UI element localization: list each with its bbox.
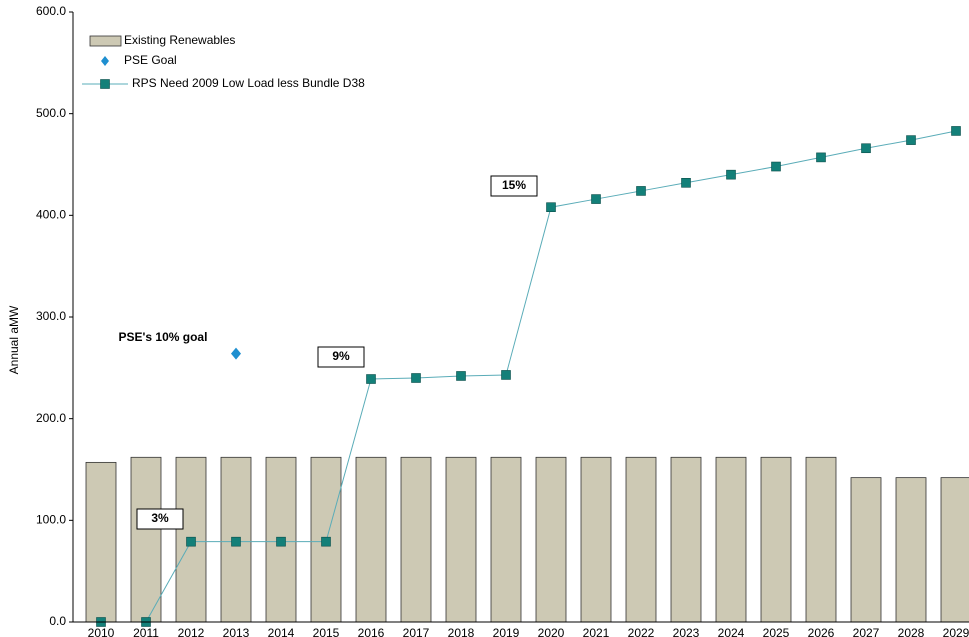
- legend-swatch: [89, 35, 122, 47]
- bar: [760, 456, 792, 623]
- bar: [490, 456, 522, 623]
- x-tick-label: 2019: [493, 626, 520, 637]
- y-axis-label: Annual aMW: [7, 305, 21, 374]
- line-marker: [951, 126, 961, 136]
- legend-swatch: [100, 79, 110, 89]
- legend-label: RPS Need 2009 Low Load less Bundle D38: [132, 76, 365, 90]
- bar: [445, 456, 477, 623]
- x-tick-label: 2012: [178, 626, 205, 637]
- line-marker: [501, 370, 511, 380]
- line-marker: [186, 536, 196, 547]
- y-tick-label: 600.0: [36, 4, 66, 18]
- bar: [850, 477, 882, 623]
- x-tick-label: 2010: [88, 626, 115, 637]
- line-marker: [546, 202, 556, 212]
- x-tick-label: 2020: [538, 626, 565, 637]
- line-marker: [276, 536, 286, 547]
- annotation: 9%: [332, 349, 350, 363]
- x-tick-label: 2029: [943, 626, 969, 637]
- y-tick-label: 200.0: [36, 411, 66, 425]
- bar: [940, 477, 969, 623]
- bar: [535, 456, 567, 623]
- x-tick-label: 2025: [763, 626, 790, 637]
- line-marker: [816, 152, 826, 163]
- x-tick-label: 2021: [583, 626, 610, 637]
- bar: [130, 456, 162, 623]
- x-tick-label: 2022: [628, 626, 655, 637]
- bar: [355, 456, 387, 623]
- line-marker: [231, 536, 241, 547]
- x-tick-label: 2024: [718, 626, 745, 637]
- y-tick-label: 300.0: [36, 309, 66, 323]
- line-marker: [771, 161, 781, 172]
- scatter-point: [231, 347, 241, 360]
- annotation: 3%: [151, 511, 169, 525]
- bar: [580, 456, 612, 623]
- y-tick-label: 100.0: [36, 513, 66, 527]
- bar: [805, 456, 837, 623]
- line-marker: [681, 178, 691, 188]
- bar: [715, 456, 747, 623]
- x-tick-label: 2026: [808, 626, 835, 637]
- annotation: 15%: [502, 178, 526, 192]
- line-marker: [906, 135, 916, 145]
- bar: [625, 456, 657, 623]
- bar: [670, 456, 702, 623]
- line-marker: [321, 536, 331, 547]
- x-tick-label: 2013: [223, 626, 250, 637]
- line-marker: [366, 374, 376, 384]
- annotation-box: [317, 346, 365, 368]
- bar: [85, 461, 117, 623]
- x-tick-label: 2027: [853, 626, 880, 637]
- legend-label: Existing Renewables: [124, 33, 235, 47]
- legend-label: PSE Goal: [124, 53, 177, 67]
- line: [101, 130, 957, 623]
- legend-swatch: [101, 56, 109, 66]
- line-marker: [636, 186, 646, 196]
- line-marker: [411, 373, 421, 383]
- x-tick-label: 2016: [358, 626, 385, 637]
- x-tick-label: 2017: [403, 626, 430, 637]
- x-tick-label: 2015: [313, 626, 340, 637]
- line-marker: [591, 194, 601, 204]
- y-tick-label: 500.0: [36, 106, 66, 120]
- line-marker: [861, 143, 871, 154]
- line-marker: [456, 371, 466, 381]
- x-tick-label: 2014: [268, 626, 295, 637]
- y-tick-label: 400.0: [36, 208, 66, 222]
- bar: [895, 477, 927, 623]
- annotation-box: [136, 508, 184, 530]
- x-tick-label: 2018: [448, 626, 475, 637]
- annotation: PSE's 10% goal: [119, 330, 208, 344]
- y-tick-label: 0.0: [49, 614, 66, 628]
- annotation-box: [490, 175, 538, 197]
- bar: [400, 456, 432, 623]
- x-tick-label: 2011: [133, 626, 159, 637]
- line-marker: [726, 169, 736, 180]
- x-tick-label: 2023: [673, 626, 700, 637]
- x-tick-label: 2028: [898, 626, 925, 637]
